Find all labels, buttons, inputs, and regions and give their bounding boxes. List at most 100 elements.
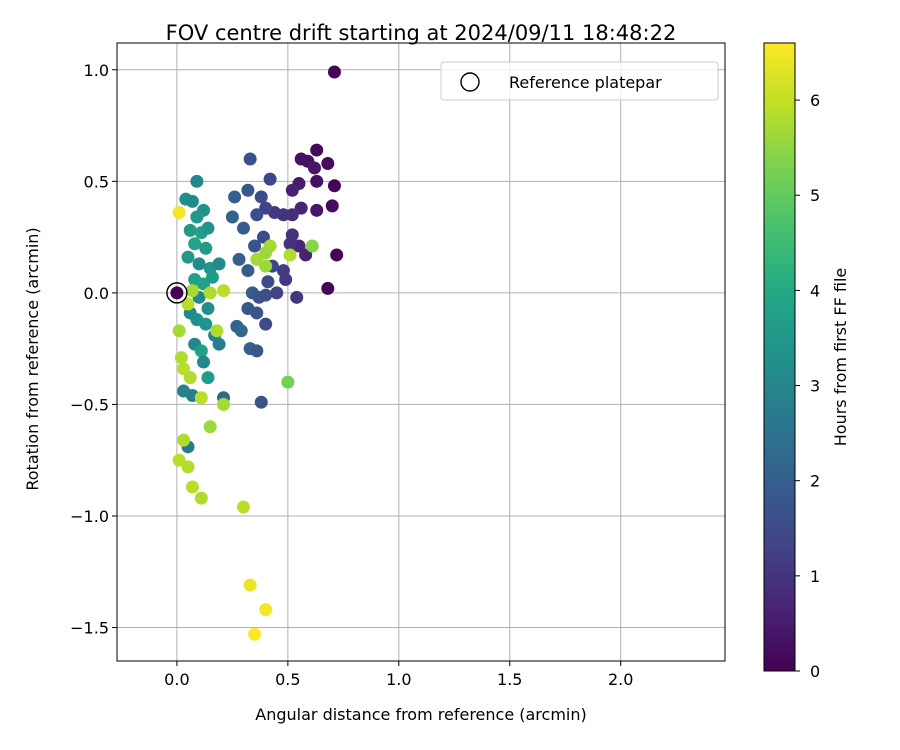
scatter-point <box>241 183 255 197</box>
scatter-point <box>254 395 268 409</box>
colorbar: 0 1 2 3 4 5 6 Hours from first FF file <box>763 42 850 681</box>
reference-marker-group <box>166 282 188 304</box>
y-axis-label: Rotation from reference (arcmin) <box>23 227 42 490</box>
scatter-point <box>225 210 239 224</box>
scatter-point <box>325 199 339 213</box>
scatter-point <box>330 248 344 262</box>
x-tick-label: 1.0 <box>386 670 411 689</box>
scatter-point <box>183 371 197 385</box>
scatter-point <box>248 627 262 641</box>
scatter-point <box>177 433 191 447</box>
x-tick-label: 1.5 <box>497 670 522 689</box>
scatter-point <box>234 324 248 338</box>
colorbar-tick-label: 5 <box>810 186 820 205</box>
scatter-point <box>259 603 273 617</box>
scatter-point <box>197 277 211 291</box>
reference-legend-marker <box>460 72 480 92</box>
scatter-point <box>290 290 304 304</box>
scatter-point <box>203 286 217 300</box>
scatter-point <box>250 252 264 266</box>
scatter-point <box>270 286 284 300</box>
scatter-point <box>194 391 208 405</box>
colorbar-tick-label: 3 <box>810 377 820 396</box>
scatter-point <box>199 241 213 255</box>
reference-platepar-marker <box>166 282 188 304</box>
scatter-point <box>181 460 195 474</box>
scatter-point <box>192 257 206 271</box>
scatter-point <box>259 201 273 215</box>
scatter-point <box>236 221 250 235</box>
scatter-point <box>254 190 268 204</box>
y-tick-label: 1.0 <box>84 61 109 80</box>
scatter-point <box>181 250 195 264</box>
scatter-point <box>256 230 270 244</box>
colorbar-ticks: 0 1 2 3 4 5 6 <box>795 91 820 681</box>
legend: Reference platepar <box>440 61 719 101</box>
x-axis-label: Angular distance from reference (arcmin) <box>255 705 586 724</box>
y-tick-label: 0.0 <box>84 284 109 303</box>
scatter-point <box>212 257 226 271</box>
colorbar-tick-label: 2 <box>810 472 820 491</box>
scatter-point <box>279 272 293 286</box>
scatter-point <box>210 324 224 338</box>
reference-point-fill <box>170 286 184 300</box>
scatter-point <box>199 317 213 331</box>
grid-lines <box>117 43 725 661</box>
scatter-point <box>259 317 273 331</box>
scatter-point <box>197 355 211 369</box>
scatter-point <box>310 143 324 157</box>
scatter-point <box>310 203 324 217</box>
scatter-point <box>283 248 297 262</box>
scatter-point <box>299 248 313 262</box>
scatter-point <box>174 351 188 365</box>
scatter-point <box>172 324 186 338</box>
scatter-point <box>241 301 255 315</box>
legend-box <box>440 61 719 101</box>
scatter-point <box>250 344 264 358</box>
scatter-point <box>185 194 199 208</box>
y-axis-ticks: 1.0 0.5 0.0 −0.5 −1.0 −1.5 <box>70 61 117 638</box>
scatter-point <box>194 491 208 505</box>
y-tick-label: −1.5 <box>70 619 109 638</box>
legend-label-reference: Reference platepar <box>509 73 662 92</box>
colorbar-label: Hours from first FF file <box>831 268 850 447</box>
scatter-point <box>228 190 242 204</box>
scatter-point <box>285 183 299 197</box>
scatter-point <box>172 453 186 467</box>
colorbar-tick-label: 0 <box>810 662 820 681</box>
scatter-point <box>232 252 246 266</box>
scatter-point <box>181 297 195 311</box>
scatter-point <box>190 210 204 224</box>
scatter-point <box>205 270 219 284</box>
scatter-point <box>283 237 297 251</box>
scatter-point <box>321 156 335 170</box>
y-tick-label: 0.5 <box>84 172 109 191</box>
y-tick-label: −0.5 <box>70 395 109 414</box>
chart-title: FOV centre drift starting at 2024/09/11 … <box>166 21 677 45</box>
scatter-point <box>259 246 273 260</box>
scatter-point <box>185 480 199 494</box>
x-tick-label: 0.0 <box>164 670 189 689</box>
scatter-point <box>203 420 217 434</box>
plot-frame <box>116 42 726 662</box>
scatter-point <box>194 344 208 358</box>
colorbar-tick-label: 6 <box>810 91 820 110</box>
y-tick-label: −1.0 <box>70 507 109 526</box>
scatter-point <box>307 161 321 175</box>
scatter-point <box>261 275 275 289</box>
scatter-point <box>321 281 335 295</box>
scatter-point <box>236 500 250 514</box>
scatter-point <box>183 223 197 237</box>
scatter-point <box>310 174 324 188</box>
x-tick-label: 0.5 <box>275 670 300 689</box>
x-axis-ticks: 0.0 0.5 1.0 1.5 2.0 <box>164 661 633 689</box>
scatter-point <box>305 239 319 253</box>
scatter-point <box>201 371 215 385</box>
colorbar-gradient <box>763 42 796 672</box>
scatter-point <box>248 239 262 253</box>
scatter-point <box>241 264 255 278</box>
scatter-point <box>212 337 226 351</box>
scatter-point <box>190 174 204 188</box>
